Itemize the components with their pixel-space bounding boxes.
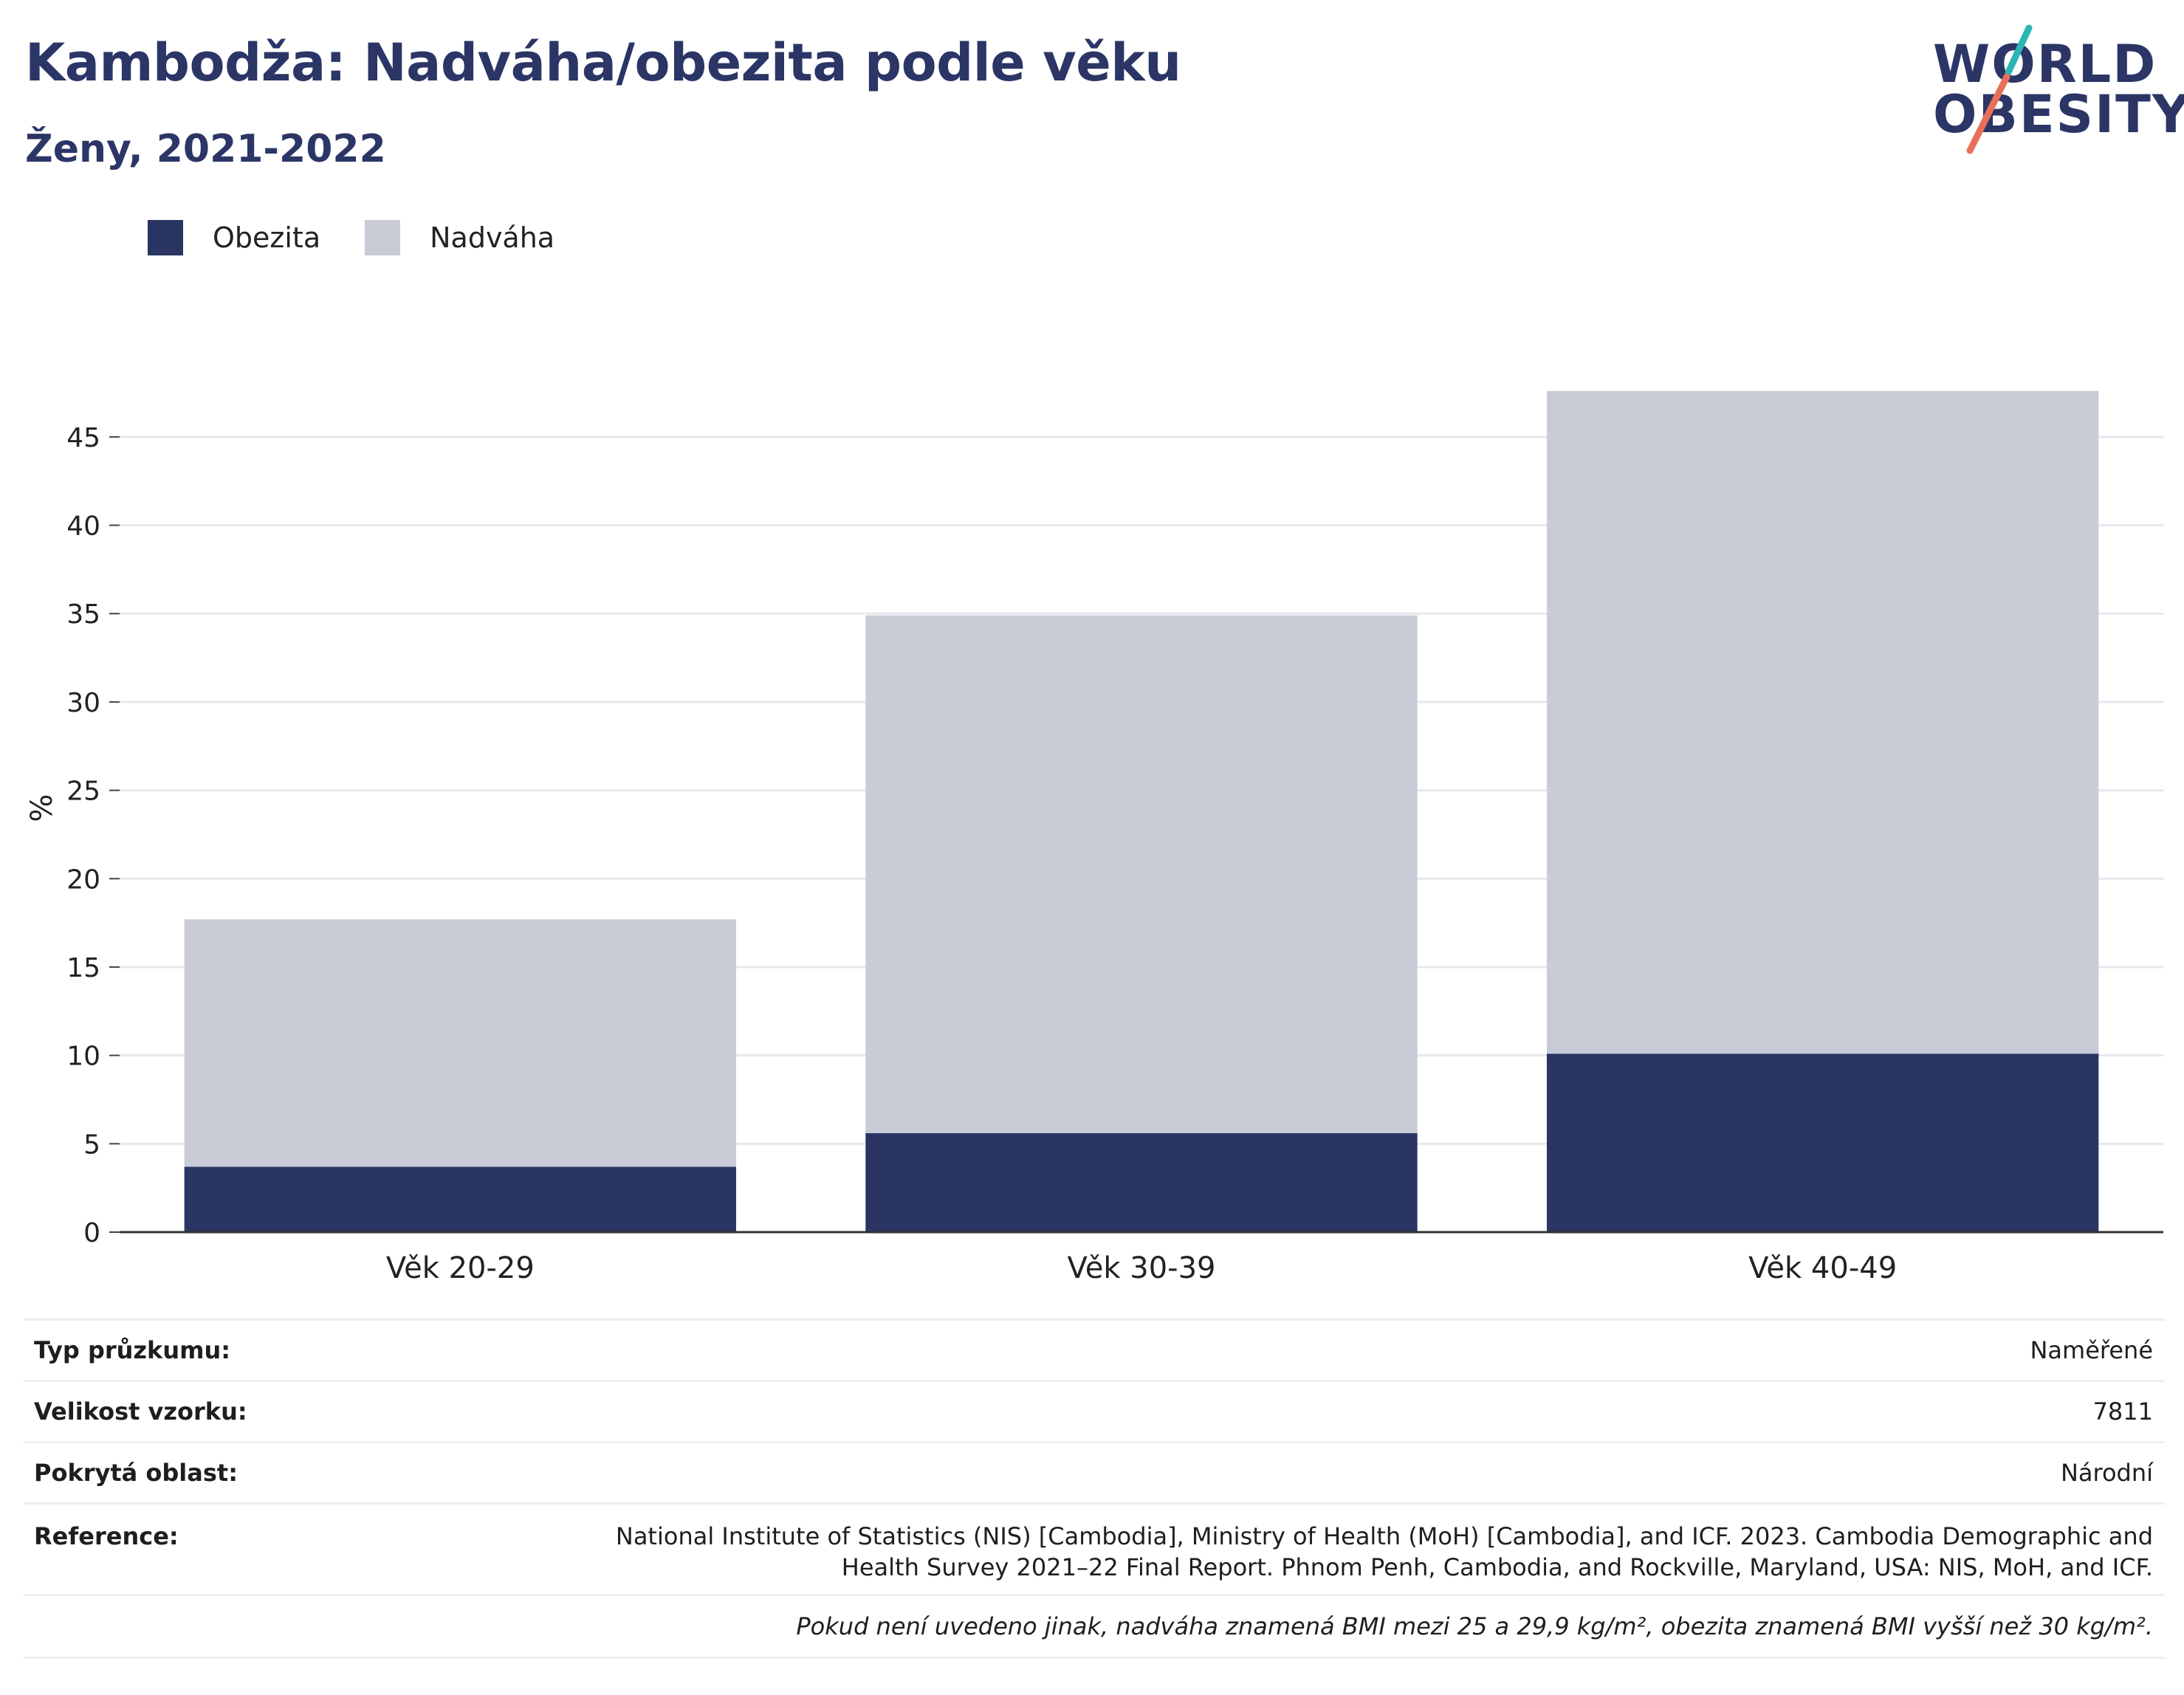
- y-tick-label: 25: [66, 777, 100, 807]
- logo-slash-icon: [1966, 24, 2033, 154]
- x-tick-label: Věk 30-39: [1068, 1251, 1216, 1285]
- info-key: Reference:: [34, 1522, 179, 1550]
- info-value: 7811: [2092, 1397, 2153, 1426]
- definition-note: Pokud není uvedeno jinak, nadváha znamen…: [24, 1594, 2165, 1659]
- bar-nadvaha: [1546, 391, 2099, 1054]
- chart-subtitle: Ženy, 2021-2022: [25, 127, 386, 171]
- bar-nadvaha: [184, 919, 737, 1167]
- info-value: Naměřené: [2030, 1336, 2153, 1364]
- reference-line-2: Health Survey 2021–22 Final Report. Phno…: [841, 1553, 2153, 1581]
- survey-info-table: Typ průzkumu: Naměřené Velikost vzorku: …: [24, 1318, 2165, 1659]
- legend-item-nadvaha[interactable]: Nadváha: [365, 220, 554, 255]
- y-tick-label: 15: [66, 953, 100, 983]
- y-tick-label: 35: [66, 599, 100, 630]
- bar-nadvaha: [865, 615, 1418, 1133]
- y-tick-label: 20: [66, 864, 100, 895]
- info-value: National Institute of Statistics (NIS) […: [616, 1521, 2165, 1583]
- info-key: Velikost vzorku:: [34, 1397, 247, 1426]
- bar-chart: 0 5 10 15 20 25 30 35 40 45% Věk 20-29 Věk 30-39 Věk…: [25, 391, 2163, 1285]
- chart-title: Kambodža: Nadváha/obezita podle věku: [25, 32, 1181, 93]
- y-tick-label: 40: [66, 512, 100, 542]
- legend-label-nadvaha: Nadváha: [430, 221, 555, 254]
- y-tick-label: 5: [83, 1130, 100, 1160]
- legend-item-obezita[interactable]: Obezita: [148, 220, 320, 255]
- legend-swatch-obezita: [148, 220, 183, 255]
- world-obesity-logo: WORLD OBESITY: [1920, 21, 2184, 161]
- info-value: Národní: [2060, 1459, 2153, 1487]
- legend-swatch-nadvaha: [365, 220, 401, 255]
- x-tick-label: Věk 20-29: [386, 1251, 535, 1285]
- info-row-survey-type: Typ průzkumu: Naměřené: [24, 1318, 2165, 1380]
- logo-line-1: WORLD: [1933, 34, 2157, 94]
- y-axis-label: %: [25, 794, 59, 822]
- y-tick-label: 45: [66, 423, 100, 453]
- legend-label-obezita: Obezita: [213, 221, 321, 254]
- info-row-reference: Reference: National Institute of Statist…: [24, 1502, 2165, 1594]
- x-tick-label: Věk 40-49: [1748, 1251, 1897, 1285]
- legend: Obezita Nadváha: [148, 220, 599, 255]
- y-tick-label: 0: [83, 1218, 100, 1248]
- bar-obezita: [865, 1132, 1418, 1232]
- y-tick-label: 30: [66, 688, 100, 718]
- info-key: Typ průzkumu:: [34, 1336, 231, 1364]
- info-row-area-covered: Pokrytá oblast: Národní: [24, 1441, 2165, 1502]
- reference-line-1: National Institute of Statistics (NIS) […: [615, 1522, 2153, 1550]
- info-row-sample-size: Velikost vzorku: 7811: [24, 1380, 2165, 1441]
- bar-obezita: [1546, 1053, 2099, 1232]
- bar-obezita: [184, 1166, 737, 1232]
- y-tick-label: 10: [66, 1042, 100, 1072]
- info-key: Pokrytá oblast:: [34, 1459, 238, 1487]
